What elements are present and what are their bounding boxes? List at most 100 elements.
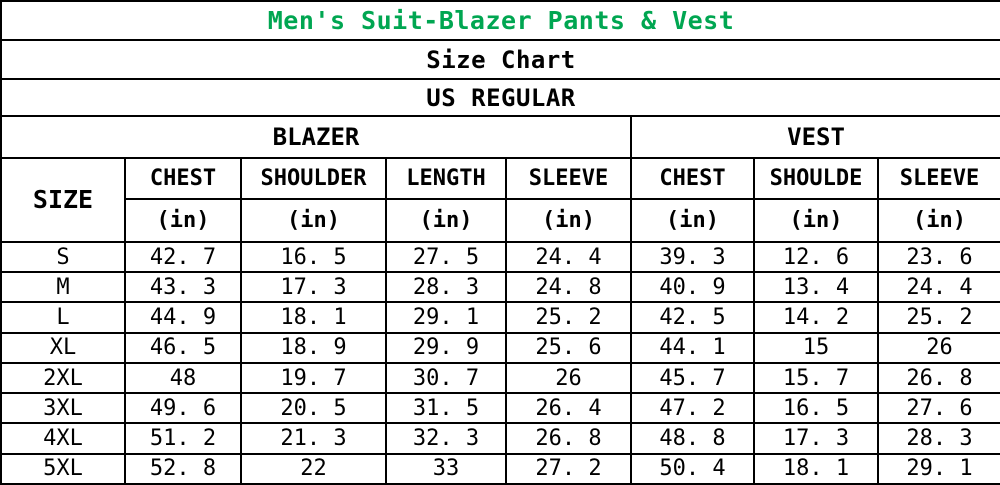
measurement-value: 25. 2 — [505, 301, 632, 334]
col-header-vest-sleeve: SLEEVE — [876, 156, 1000, 201]
measurement-value: 30. 7 — [385, 361, 507, 395]
chart-subtitle: Size Chart — [0, 39, 1000, 81]
measurement-value: 21. 3 — [240, 422, 387, 455]
measurement-value: 26 — [876, 331, 1000, 364]
measurement-value: 16. 5 — [753, 392, 879, 425]
region-row: US REGULAR — [0, 78, 1000, 118]
measurement-value: 51. 2 — [124, 422, 242, 455]
table-row: 5XL 52. 8 22 33 27. 2 50. 4 18. 1 29. 1 — [0, 452, 1000, 485]
measurement-value: 18. 1 — [753, 452, 879, 485]
table-row: L 44. 9 18. 1 29. 1 25. 2 42. 5 14. 2 25. 2 — [0, 301, 1000, 334]
measurement-value: 43. 3 — [124, 271, 242, 304]
measurement-value: 12. 6 — [753, 240, 879, 274]
measurement-value: 14. 2 — [753, 301, 879, 334]
measurement-value: 15. 7 — [753, 361, 879, 395]
measurement-value: 26. 4 — [505, 392, 632, 425]
title-row: Men's Suit-Blazer Pants & Vest — [0, 0, 1000, 42]
size-label: 5XL — [0, 452, 126, 485]
measurement-value: 31. 5 — [385, 392, 507, 425]
measurement-value: 26 — [505, 361, 632, 395]
measurement-value: 46. 5 — [124, 331, 242, 364]
measurement-value: 48 — [124, 361, 242, 395]
col-header-blazer-shoulder: SHOULDER — [240, 156, 387, 201]
col-header-blazer-sleeve: SLEEVE — [505, 156, 632, 201]
column-header-row: SIZE CHEST SHOULDER LENGTH SLEEVE CHEST … — [0, 156, 1000, 243]
size-column-header: SIZE — [0, 156, 126, 243]
measurement-value: 49. 6 — [124, 392, 242, 425]
unit-blazer-chest: (in) — [124, 198, 242, 243]
unit-vest-chest: (in) — [630, 198, 755, 243]
measurement-value: 13. 4 — [753, 271, 879, 304]
table-row: M 43. 3 17. 3 28. 3 24. 8 40. 9 13. 4 24. 4 — [0, 271, 1000, 304]
size-label: 4XL — [0, 422, 126, 455]
measurement-value: 29. 1 — [385, 301, 507, 334]
measurement-value: 24. 4 — [876, 271, 1000, 304]
measurement-value: 39. 3 — [630, 240, 755, 274]
table-row: 2XL 48 19. 7 30. 7 26 45. 7 15. 7 26. 8 — [0, 361, 1000, 395]
measurement-value: 25. 6 — [505, 331, 632, 364]
unit-row: (in) (in) (in) (in) (in) (in) (in) — [1, 198, 1000, 243]
measurement-value: 48. 8 — [630, 422, 755, 455]
measurement-value: 18. 1 — [240, 301, 387, 334]
size-label: L — [0, 301, 126, 334]
col-header-vest-shoulder: SHOULDE — [753, 156, 879, 201]
measurement-value: 29. 1 — [876, 452, 1000, 485]
measurement-value: 28. 3 — [876, 422, 1000, 455]
table-row: 3XL 49. 6 20. 5 31. 5 26. 4 47. 2 16. 5 27. 6 — [0, 392, 1000, 425]
measurement-value: 33 — [385, 452, 507, 485]
group-header-blazer: BLAZER — [0, 115, 632, 159]
measurement-value: 44. 9 — [124, 301, 242, 334]
measurement-value: 42. 5 — [630, 301, 755, 334]
size-label: 3XL — [0, 392, 126, 425]
measurement-value: 27. 6 — [876, 392, 1000, 425]
table-row: S 42. 7 16. 5 27. 5 24. 4 39. 3 12. 6 23. 6 — [0, 240, 1000, 274]
measurement-value: 17. 3 — [753, 422, 879, 455]
subtitle-row: Size Chart — [0, 39, 1000, 81]
page-title: Men's Suit-Blazer Pants & Vest — [0, 0, 1000, 42]
measurement-value: 24. 8 — [505, 271, 632, 304]
measurement-value: 17. 3 — [240, 271, 387, 304]
unit-blazer-length: (in) — [385, 198, 507, 243]
measurement-value: 29. 9 — [385, 331, 507, 364]
unit-blazer-shoulder: (in) — [240, 198, 387, 243]
measurement-value: 47. 2 — [630, 392, 755, 425]
size-label: S — [0, 240, 126, 274]
size-label: XL — [0, 331, 126, 364]
measurement-value: 27. 2 — [505, 452, 632, 485]
measurement-value: 52. 8 — [124, 452, 242, 485]
measurement-value: 20. 5 — [240, 392, 387, 425]
measurement-value: 45. 7 — [630, 361, 755, 395]
col-header-blazer-chest: CHEST — [124, 156, 242, 201]
measurement-value: 18. 9 — [240, 331, 387, 364]
measurement-value: 44. 1 — [630, 331, 755, 364]
measurement-value: 22 — [240, 452, 387, 485]
measurement-value: 16. 5 — [240, 240, 387, 274]
col-header-vest-chest: CHEST — [630, 156, 755, 201]
measurement-value: 26. 8 — [505, 422, 632, 455]
measurement-value: 24. 4 — [505, 240, 632, 274]
measurement-value: 50. 4 — [630, 452, 755, 485]
measurement-value: 28. 3 — [385, 271, 507, 304]
group-header-vest: VEST — [629, 115, 1000, 159]
unit-vest-shoulder: (in) — [753, 198, 879, 243]
measurement-value: 19. 7 — [240, 361, 387, 395]
table-row: 4XL 51. 2 21. 3 32. 3 26. 8 48. 8 17. 3 28. 3 — [0, 422, 1000, 455]
size-rows: S 42. 7 16. 5 27. 5 24. 4 39. 3 12. 6 23. 6 M 43.… — [0, 240, 1000, 485]
measurement-value: 40. 9 — [630, 271, 755, 304]
unit-vest-sleeve: (in) — [876, 198, 1000, 243]
measurement-value: 25. 2 — [876, 301, 1000, 334]
size-label: 2XL — [0, 361, 126, 395]
group-header-row: BLAZER VEST — [0, 115, 1000, 159]
size-label: M — [0, 271, 126, 304]
col-header-blazer-length: LENGTH — [385, 156, 507, 201]
measurement-value: 42. 7 — [124, 240, 242, 274]
measurement-value: 15 — [753, 331, 879, 364]
measurement-value: 26. 8 — [876, 361, 1000, 395]
measurement-value: 27. 5 — [385, 240, 507, 274]
measurement-value: 23. 6 — [876, 240, 1000, 274]
unit-blazer-sleeve: (in) — [505, 198, 632, 243]
table-row: XL 46. 5 18. 9 29. 9 25. 6 44. 1 15 26 — [0, 331, 1000, 364]
region-label: US REGULAR — [0, 78, 1000, 118]
